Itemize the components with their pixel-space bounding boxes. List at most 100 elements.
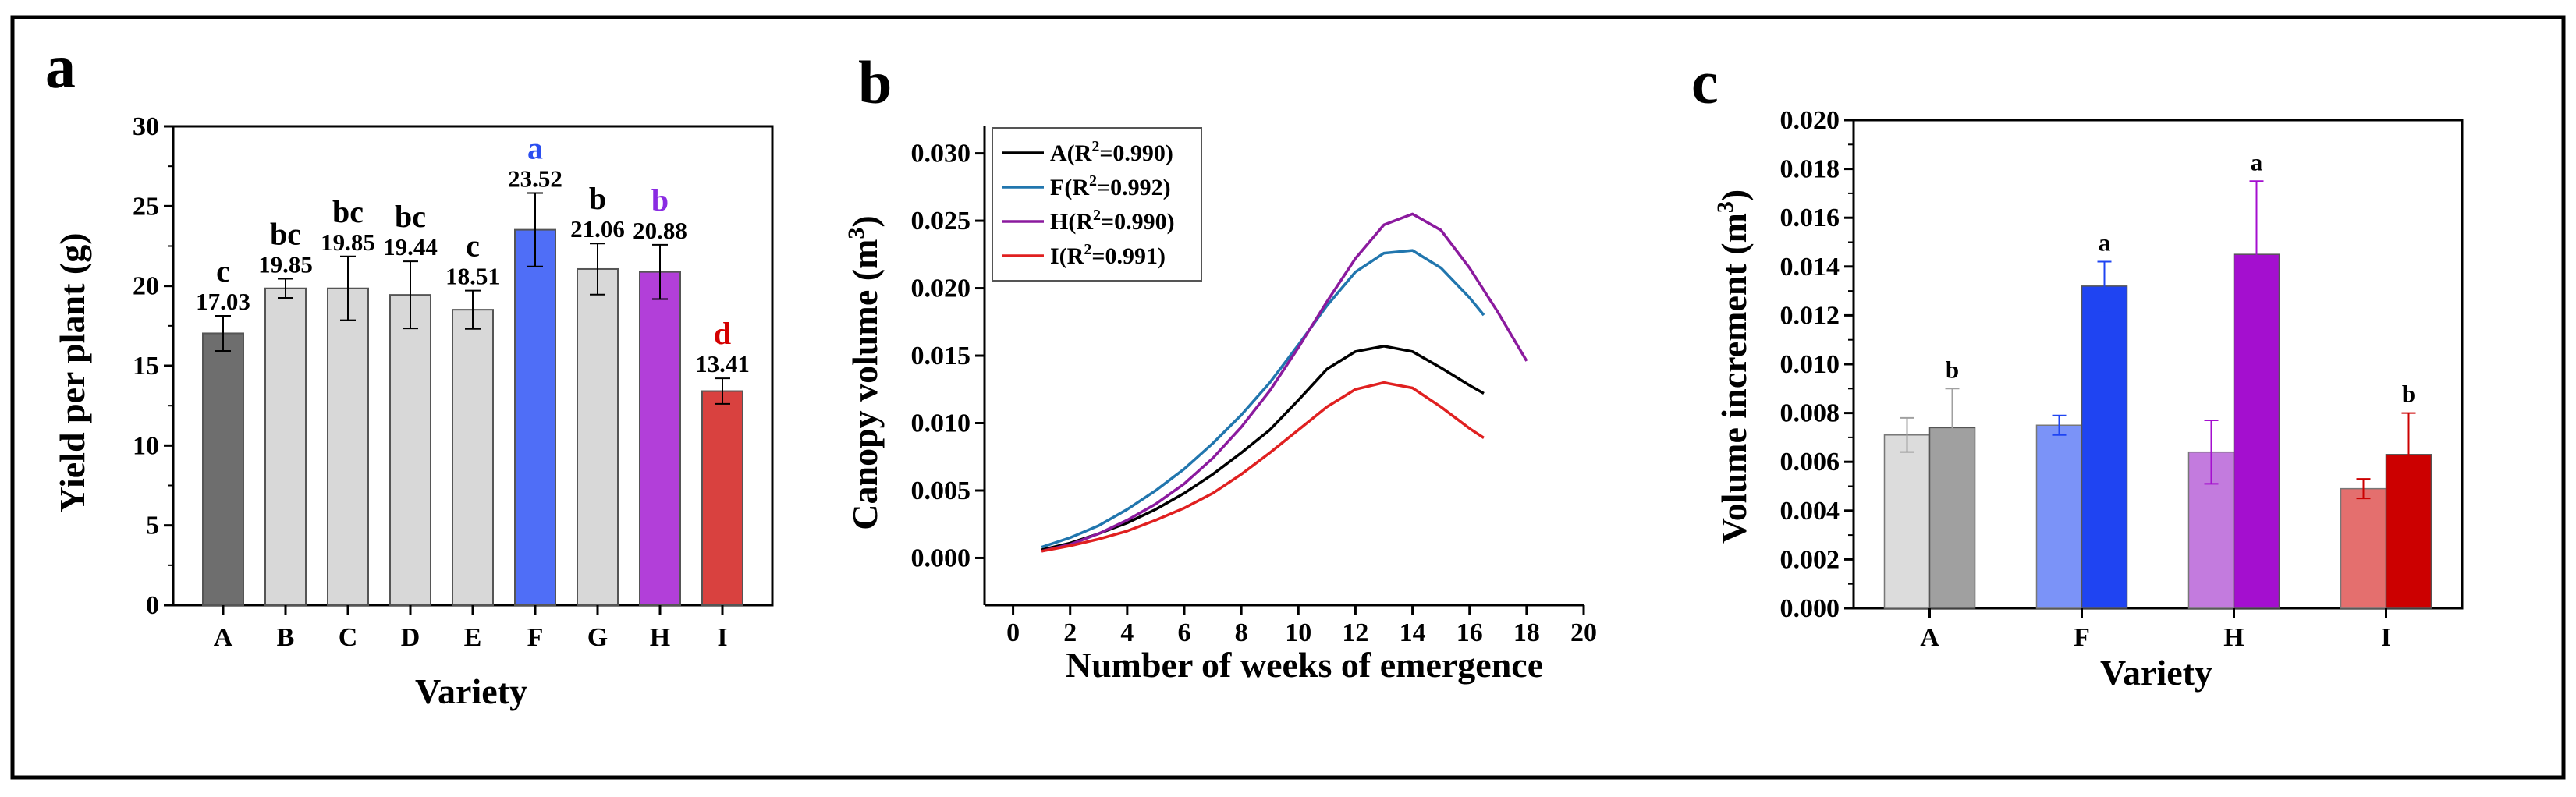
panel-a-y-axis-title: Yield per plant (g) <box>52 232 92 512</box>
panel-a-y-tick-label: 20 <box>133 272 159 301</box>
panel-a-x-tick-label: F <box>527 623 544 652</box>
panel-b-x-tick-label: 12 <box>1342 618 1368 647</box>
panel-a-y-tick-label: 10 <box>133 431 159 460</box>
panel-a-value-label: 19.44 <box>383 233 438 260</box>
panel-a-significance-letter: c <box>216 253 230 289</box>
panel-b-y-tick-label: 0.030 <box>911 140 971 168</box>
panel-b-x-tick-label: 18 <box>1513 618 1540 647</box>
panel-a-x-axis-title: Variety <box>415 671 527 711</box>
panel-a-y-tick-label: 0 <box>146 591 159 620</box>
panel-b: b Canopy volume (m3) Number of weeks of … <box>843 48 1597 685</box>
panel-a-significance-letter: c <box>466 228 480 264</box>
panel-b-legend-label-I: I(R2=0.991) <box>1050 241 1166 269</box>
panel-c-y-tick-label: 0.008 <box>1780 399 1840 428</box>
figure-border <box>10 15 2566 780</box>
panel-b-legend-label-H: H(R2=0.990) <box>1050 207 1175 235</box>
panel-a-x-tick-label: E <box>464 623 482 652</box>
panel-b-x-tick-label: 10 <box>1285 618 1311 647</box>
panel-c-y-tick-label: 0.018 <box>1780 155 1840 184</box>
panel-a-significance-letter: b <box>651 182 669 218</box>
panel-a-x-tick-label: D <box>401 623 420 652</box>
panel-b-x-tick-label: 2 <box>1063 618 1077 647</box>
panel-c-y-tick-label: 0.002 <box>1780 545 1840 574</box>
panel-a-value-label: 23.52 <box>508 165 562 193</box>
panel-a-bar <box>514 228 556 606</box>
panel-a-significance-letter: bc <box>270 216 301 251</box>
panel-b-x-axis-title: Number of weeks of emergence <box>1066 645 1543 685</box>
panel-a-significance-letter: a <box>527 131 543 166</box>
panel-c-significance-letter: a <box>2251 148 2263 175</box>
panel-a-x-tick-label: H <box>650 623 670 652</box>
panel-c-bar-light <box>2035 424 2083 609</box>
panel-a-y-tick-label: 30 <box>133 112 159 141</box>
panel-b-x-tick-label: 6 <box>1178 618 1191 647</box>
panel-b-x-tick-label: 0 <box>1006 618 1020 647</box>
panel-a-label: a <box>45 33 76 101</box>
panel-a-bar <box>327 287 369 606</box>
panel-a-x-tick-label: G <box>587 623 608 652</box>
panel-c-y-axis-title: Volume increment (m3) <box>1712 190 1754 544</box>
panel-b-x-tick-label: 16 <box>1457 618 1483 647</box>
panel-c-y-tick-label: 0.010 <box>1780 350 1840 379</box>
panel-a-y-tick-label: 5 <box>146 512 159 540</box>
panel-b-x-tick-label: 8 <box>1235 618 1248 647</box>
panel-b-y-axis-title: Canopy volume (m3) <box>843 215 885 530</box>
panel-c-bar-light <box>2340 487 2387 609</box>
panel-b-y-tick-label: 0.000 <box>911 544 971 572</box>
panel-c-bar-dark <box>2081 285 2128 609</box>
panel-c-y-tick-label: 0.000 <box>1780 594 1840 623</box>
panel-c-significance-letter: a <box>2099 229 2111 257</box>
panel-b-series-H-line <box>1041 212 1528 553</box>
panel-a-significance-letter: bc <box>332 194 364 229</box>
panel-b-label: b <box>858 48 892 116</box>
panel-b-y-tick-label: 0.005 <box>911 476 971 505</box>
panel-c-x-tick-label: I <box>2381 623 2391 652</box>
panel-b-series-I-line <box>1041 381 1485 553</box>
panel-a-value-label: 13.41 <box>695 350 750 377</box>
panel-b-y-tick-label: 0.015 <box>911 342 971 370</box>
panel-a-x-tick-label: C <box>339 623 358 652</box>
panel-a-x-tick-label: I <box>717 623 727 652</box>
panel-a-x-tick-label: A <box>214 623 233 652</box>
panel-c-x-axis-title: Variety <box>2100 653 2212 693</box>
panel-a-x-tick-label: B <box>277 623 295 652</box>
panel-a-bar <box>701 390 743 606</box>
panel-a-bar <box>202 332 244 606</box>
panel-a-bar <box>389 294 431 606</box>
panel-b-y-tick-label: 0.010 <box>911 409 971 438</box>
panel-a-value-label: 20.88 <box>633 217 687 244</box>
panel-c: c Volume increment (m3) Variety 0.000 0.0… <box>1691 48 2464 693</box>
panel-a-bar <box>577 267 619 606</box>
panel-b-legend-label-A: A(R2=0.990) <box>1050 138 1173 166</box>
panel-a-value-label: 19.85 <box>321 228 375 256</box>
panel-a-significance-letter: d <box>714 316 731 351</box>
panel-c-y-tick-label: 0.006 <box>1780 448 1840 476</box>
panel-b-y-tick-label: 0.020 <box>911 275 971 303</box>
panel-a-value-label: 21.06 <box>570 215 625 243</box>
panel-c-y-tick-label: 0.014 <box>1780 253 1840 282</box>
panel-a-bar <box>452 309 494 606</box>
panel-c-y-tick-label: 0.016 <box>1780 204 1840 232</box>
panel-a-value-label: 18.51 <box>445 263 500 290</box>
panel-c-significance-letter: b <box>1946 356 1959 383</box>
panel-b-series-F-line <box>1041 249 1485 549</box>
panel-c-label: c <box>1691 48 1719 116</box>
panel-c-y-tick-label: 0.020 <box>1780 106 1840 135</box>
panel-a-bar <box>639 271 681 606</box>
panel-b-series-A-line <box>1041 345 1485 551</box>
panel-c-significance-letter: b <box>2402 381 2415 408</box>
panel-b-x-tick-label: 14 <box>1400 618 1426 647</box>
panel-c-y-tick-label: 0.004 <box>1780 497 1840 526</box>
panel-a-significance-letter: bc <box>395 199 426 234</box>
panel-a-y-tick-label: 25 <box>133 192 159 221</box>
panel-a-value-label: 17.03 <box>196 288 250 315</box>
panel-b-x-tick-label: 4 <box>1120 618 1134 647</box>
panel-c-bar-light <box>1883 434 1931 609</box>
panel-b-x-tick-label: 20 <box>1570 618 1597 647</box>
panel-c-y-tick-label: 0.012 <box>1780 301 1840 330</box>
panel-b-y-tick-label: 0.025 <box>911 207 971 236</box>
panel-b-legend-label-F: F(R2=0.992) <box>1050 172 1171 200</box>
panel-c-x-tick-label: H <box>2223 623 2244 652</box>
panel-a-y-tick-label: 15 <box>133 352 159 381</box>
